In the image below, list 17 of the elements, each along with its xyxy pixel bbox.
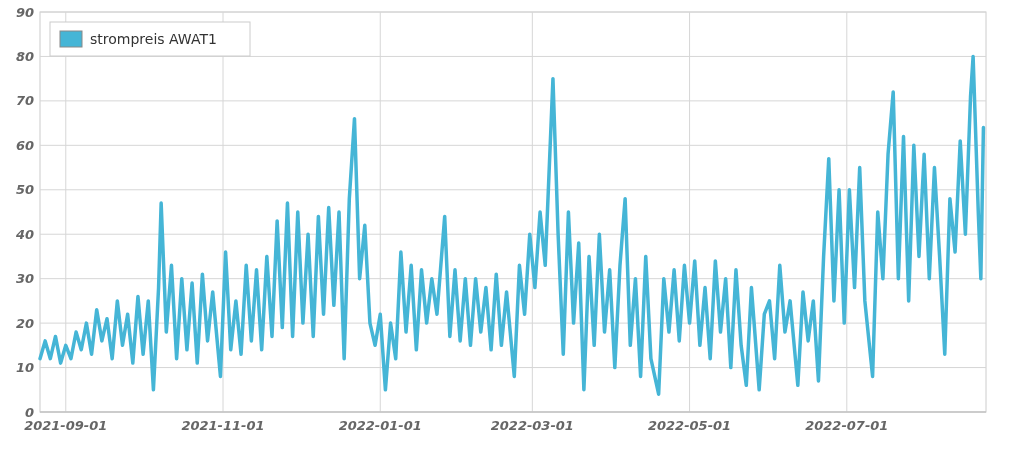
y-tick-label: 60	[15, 137, 34, 153]
x-tick-label: 2022-03-01	[490, 418, 574, 433]
y-tick-label: 30	[15, 271, 34, 287]
x-tick-label: 2022-07-01	[805, 418, 889, 433]
y-tick-label: 70	[15, 93, 34, 109]
x-tick-label: 2022-05-01	[647, 418, 732, 433]
y-tick-label: 40	[14, 226, 34, 242]
y-tick-label: 0	[24, 404, 34, 420]
y-tick-label: 80	[15, 48, 34, 64]
x-tick-label: 2021-09-01	[24, 418, 108, 433]
x-tick-label: 2022-01-01	[338, 418, 422, 433]
legend-label: strompreis AWAT1	[90, 30, 217, 47]
x-tick-label: 2021-11-01	[181, 418, 265, 433]
y-tick-label: 20	[15, 315, 34, 331]
line-series	[38, 54, 986, 396]
y-tick-label: 50	[15, 182, 34, 198]
y-tick-label: 10	[15, 360, 34, 376]
